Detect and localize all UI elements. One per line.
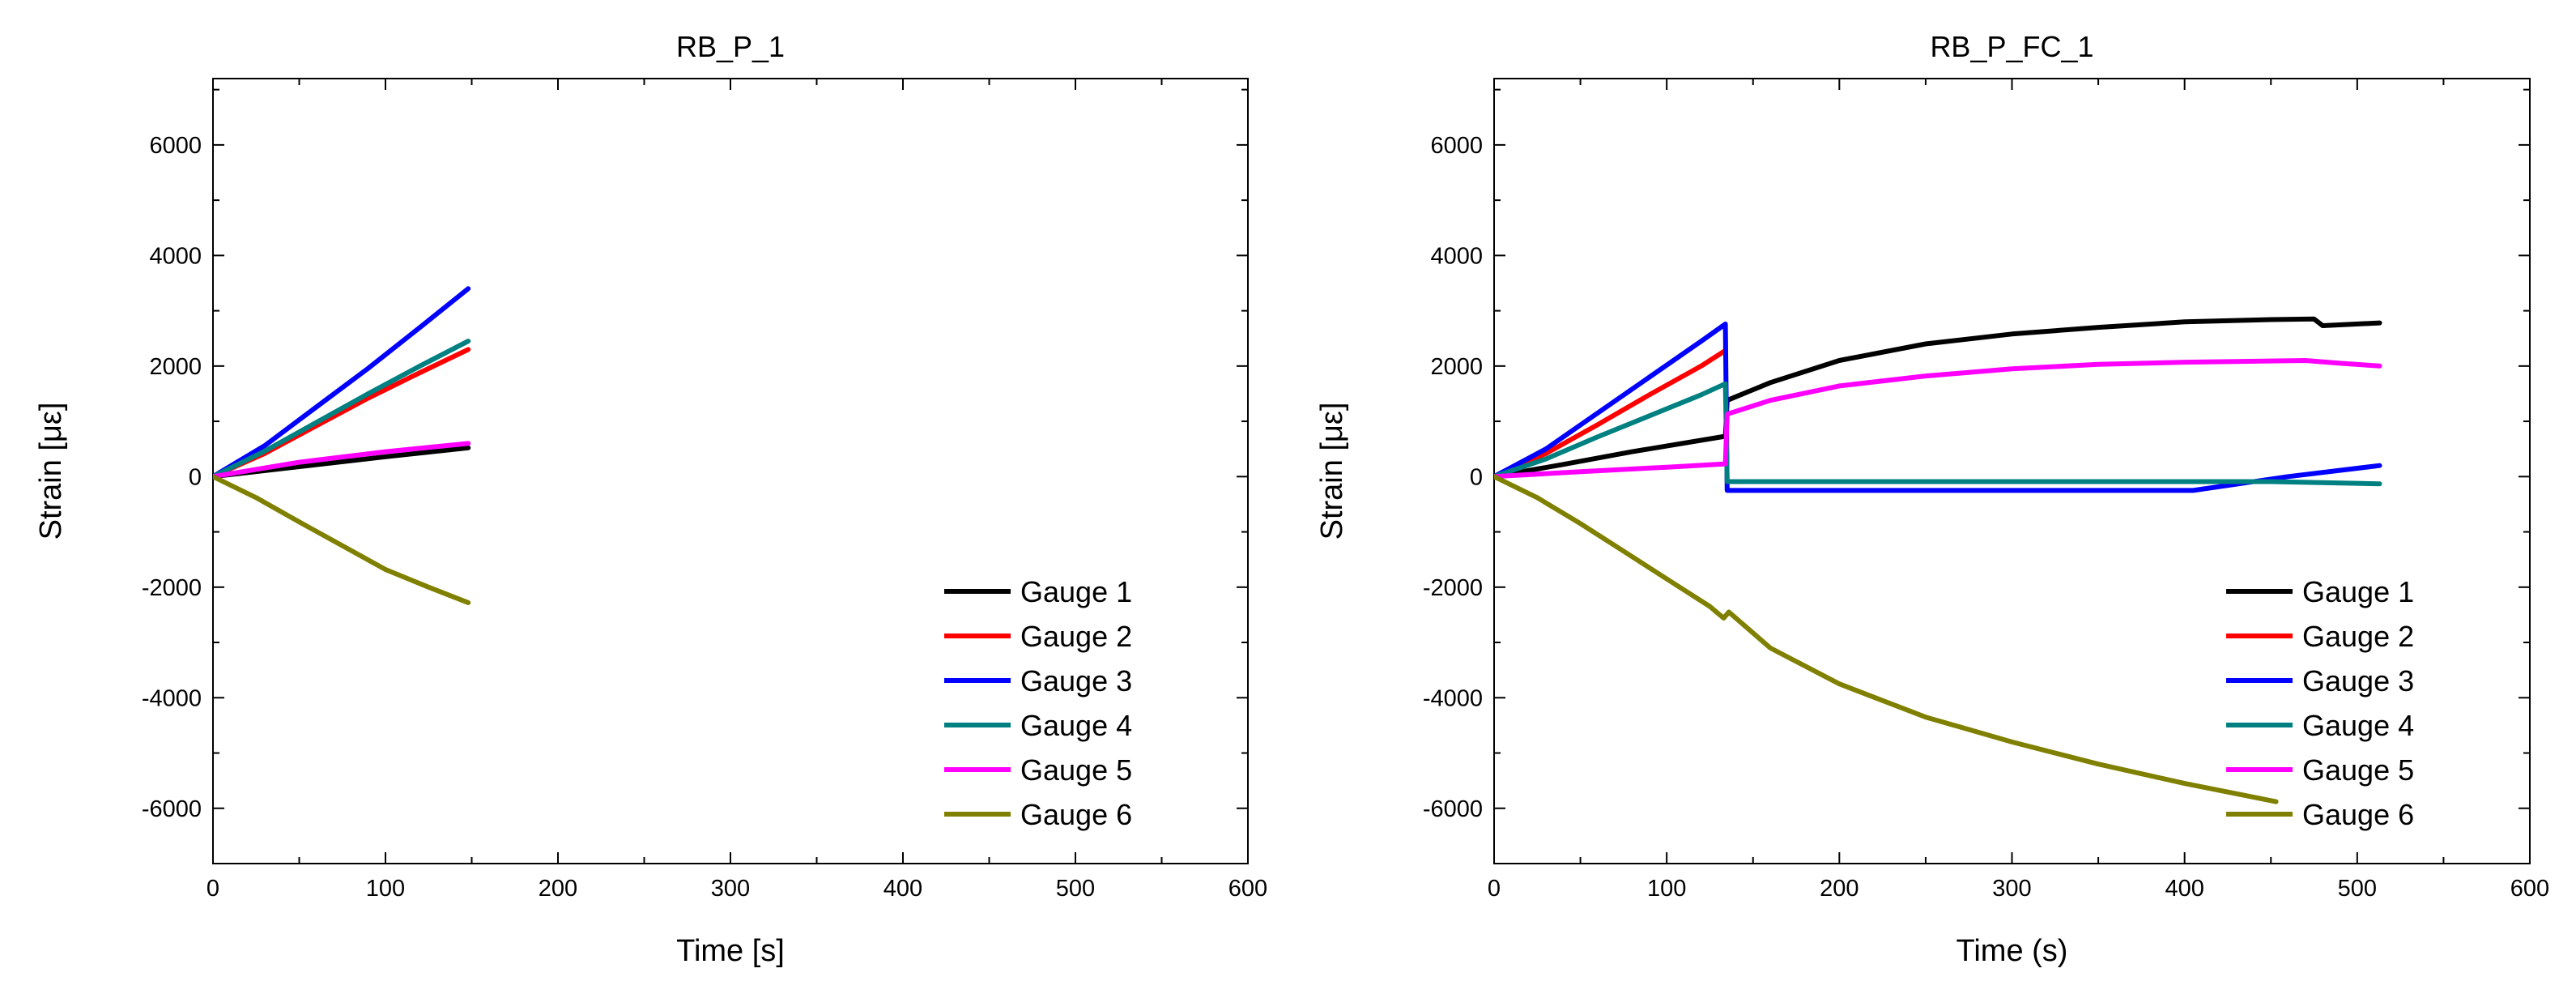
chart-0-x-axis-label: Time [s] [676, 934, 785, 968]
chart-1-legend-label-gauge-5: Gauge 5 [2302, 753, 2414, 787]
chart-0-x-tick-label: 500 [1056, 876, 1095, 902]
chart-1-series-line-gauge-6 [1494, 474, 2279, 804]
chart-1-x-tick-label: 100 [1647, 876, 1686, 902]
chart-0-y-tick-label: 0 [189, 464, 202, 490]
chart-1-series-line-gauge-4 [1494, 381, 2382, 487]
chart-0-series-line-gauge-5 [213, 441, 471, 480]
chart-0-y-tick-label: 4000 [149, 243, 202, 269]
chart-1-legend-label-gauge-1: Gauge 1 [2302, 575, 2414, 608]
chart-0-x-tick-label: 100 [366, 876, 405, 902]
chart-0-series-line-gauge-6 [213, 474, 471, 605]
chart-rb-p-fc-1: RB_P_FC_1 0 100 200 300 400 500 600 -6000 -4000 -2… [1315, 30, 2549, 968]
chart-0-legend-label-gauge-4: Gauge 4 [1020, 709, 1132, 742]
chart-1-y-tick-label: 0 [1470, 464, 1483, 490]
chart-1-plot-frame [1493, 78, 2531, 864]
chart-1-y-tick-label: 4000 [1430, 243, 1483, 269]
chart-0-legend-label-gauge-3: Gauge 3 [1020, 664, 1132, 698]
chart-1-x-tick-label: 200 [1820, 876, 1859, 902]
chart-1-x-tick-label: 500 [2338, 876, 2377, 902]
chart-1-legend-label-gauge-3: Gauge 3 [2302, 664, 2414, 698]
chart-1-x-tick-label: 0 [1488, 876, 1501, 902]
chart-0-series-line-gauge-4 [213, 339, 471, 480]
chart-0-plot-frame [212, 78, 1249, 864]
chart-0-series-group [213, 286, 471, 605]
chart-1-series-line-gauge-1 [1494, 316, 2382, 480]
chart-0-title: RB_P_1 [676, 30, 785, 63]
chart-1-x-tick-label: 400 [2165, 876, 2203, 902]
chart-0-legend-label-gauge-6: Gauge 6 [1020, 798, 1132, 831]
chart-1-y-tick-label: 6000 [1430, 133, 1483, 159]
chart-1-legend-label-gauge-2: Gauge 2 [2302, 620, 2414, 653]
chart-0-y-tick-label: 2000 [149, 354, 202, 380]
chart-0-y-tick-label: -4000 [142, 685, 202, 711]
chart-0-y-tick-label: -2000 [142, 575, 202, 601]
chart-0-x-tick-label: 200 [539, 876, 577, 902]
chart-1-title: RB_P_FC_1 [1930, 30, 2093, 63]
chart-0-legend-label-gauge-1: Gauge 1 [1020, 575, 1132, 608]
chart-0-x-tick-label: 400 [884, 876, 922, 902]
chart-1-y-tick-label: 2000 [1430, 354, 1483, 380]
chart-1-legend-label-gauge-6: Gauge 6 [2302, 798, 2414, 831]
chart-0-x-tick-label: 600 [1228, 876, 1267, 902]
chart-rb-p-1: RB_P_1 0 100 200 300 400 500 600 -6000 -4000 -2000… [34, 30, 1267, 968]
chart-1-y-tick-label: -2000 [1423, 575, 1483, 601]
chart-0-x-tick-label: 0 [207, 876, 219, 902]
chart-1-y-axis-label: Strain [με] [1315, 403, 1349, 540]
chart-1-series-line-gauge-2 [1494, 348, 1728, 480]
chart-0-x-tick-label: 300 [711, 876, 750, 902]
chart-1-legend-label-gauge-4: Gauge 4 [2302, 709, 2414, 742]
chart-1-x-axis-label: Time (s) [1956, 934, 2068, 968]
chart-1-x-tick-label: 600 [2510, 876, 2549, 902]
chart-0-legend-label-gauge-5: Gauge 5 [1020, 753, 1132, 787]
chart-0-y-tick-label: 6000 [149, 133, 202, 159]
chart-1-x-tick-label: 300 [1992, 876, 2031, 902]
chart-1-series-line-gauge-5 [1494, 358, 2382, 480]
chart-1-y-tick-label: -6000 [1423, 796, 1483, 822]
chart-0-y-axis-label: Strain [με] [34, 403, 68, 540]
chart-0-legend-label-gauge-2: Gauge 2 [1020, 620, 1132, 653]
chart-1-y-tick-label: -4000 [1423, 685, 1483, 711]
chart-1-series-group [1494, 316, 2382, 804]
chart-0-y-tick-label: -6000 [142, 796, 202, 822]
chart-0-series-line-gauge-3 [213, 286, 471, 480]
